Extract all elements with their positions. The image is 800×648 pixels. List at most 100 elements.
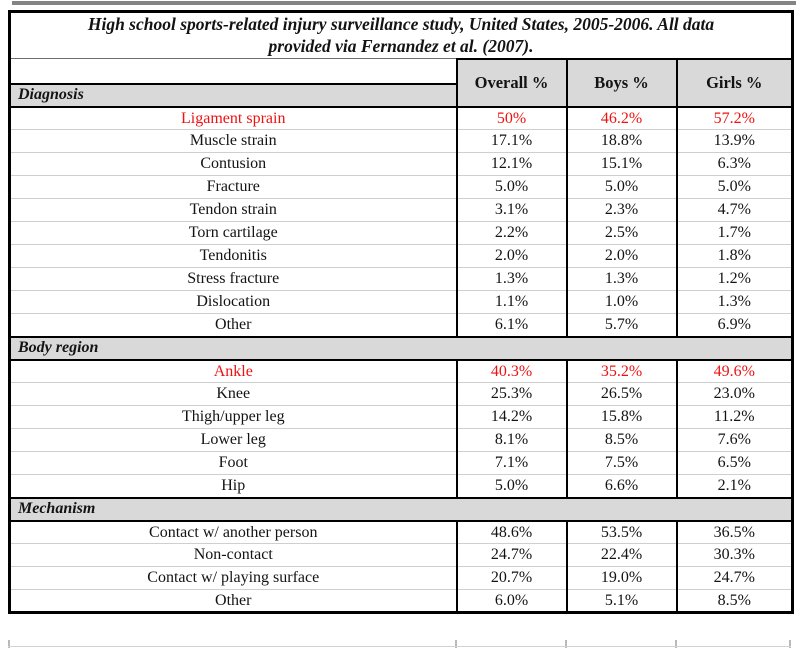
value-cell: 6.6% <box>565 474 677 498</box>
value-cell: 6.9% <box>675 313 793 337</box>
value-cell: 2.0% <box>565 244 677 268</box>
value-cell: 7.1% <box>455 451 567 475</box>
row-label: Stress fracture <box>9 267 457 291</box>
row-label: Non-contact <box>9 543 457 567</box>
table-title: High school sports-related injury survei… <box>9 11 793 60</box>
value-cell: 5.1% <box>565 589 677 613</box>
value-cell: 20.7% <box>455 566 567 590</box>
row-label: Fracture <box>9 175 457 199</box>
section-label-body-region: Body region <box>9 335 793 361</box>
table-row-fracture: Fracture 5.0% 5.0% 5.0% <box>9 175 793 199</box>
cropped-gridline-stub <box>8 646 791 647</box>
table-title-row: High school sports-related injury survei… <box>9 11 793 60</box>
row-label: Muscle strain <box>9 129 457 153</box>
value-cell: 6.5% <box>675 451 793 475</box>
table-title-line-2: provided via Fernandez et al. (2007). <box>268 36 534 57</box>
value-cell: 5.0% <box>455 175 567 199</box>
value-cell: 1.3% <box>565 267 677 291</box>
column-header-overall: Overall % <box>455 57 568 108</box>
value-cell: 1.3% <box>675 290 793 314</box>
value-cell: 1.0% <box>565 290 677 314</box>
cropped-gridline-stub <box>675 640 677 648</box>
table-row-contusion: Contusion 12.1% 15.1% 6.3% <box>9 152 793 176</box>
row-label: Thigh/upper leg <box>9 405 457 429</box>
table-row-knee: Knee 25.3% 26.5% 23.0% <box>9 382 793 406</box>
value-cell: 48.6% <box>455 520 567 544</box>
value-cell: 19.0% <box>565 566 677 590</box>
value-cell: 17.1% <box>455 129 567 153</box>
value-cell: 15.8% <box>565 405 677 429</box>
value-cell: 50% <box>455 106 567 130</box>
section-band-row: Diagnosis <box>9 82 793 108</box>
row-label: Torn cartilage <box>9 221 457 245</box>
value-cell: 2.2% <box>455 221 567 245</box>
value-cell: 7.5% <box>565 451 677 475</box>
value-cell: 2.3% <box>565 198 677 222</box>
value-cell: 18.8% <box>565 129 677 153</box>
value-cell: 46.2% <box>565 106 677 130</box>
row-label: Contact w/ another person <box>9 520 457 544</box>
column-header-girls: Girls % <box>675 57 794 108</box>
row-label: Tendon strain <box>9 198 457 222</box>
table-row-lower-leg: Lower leg 8.1% 8.5% 7.6% <box>9 428 793 452</box>
value-cell: 36.5% <box>675 520 793 544</box>
table-row-ankle: Ankle 40.3% 35.2% 49.6% <box>9 359 793 383</box>
section-band-row: Mechanism <box>9 496 793 522</box>
value-cell: 14.2% <box>455 405 567 429</box>
row-label: Contusion <box>9 152 457 176</box>
cropped-gridline-stub <box>789 640 791 648</box>
value-cell: 7.6% <box>675 428 793 452</box>
value-cell: 8.5% <box>675 589 793 613</box>
row-label: Contact w/ playing surface <box>9 566 457 590</box>
table-row-stress-fracture: Stress fracture 1.3% 1.3% 1.2% <box>9 267 793 291</box>
value-cell: 26.5% <box>565 382 677 406</box>
table-row-tendon-strain: Tendon strain 3.1% 2.3% 4.7% <box>9 198 793 222</box>
value-cell: 5.0% <box>675 175 793 199</box>
value-cell: 6.0% <box>455 589 567 613</box>
value-cell: 23.0% <box>675 382 793 406</box>
value-cell: 2.1% <box>675 474 793 498</box>
table-title-line-1: High school sports-related injury survei… <box>87 14 715 34</box>
value-cell: 2.5% <box>565 221 677 245</box>
table-row-dislocation: Dislocation 1.1% 1.0% 1.3% <box>9 290 793 314</box>
row-label: Foot <box>9 451 457 475</box>
table-row-thigh-upper-leg: Thigh/upper leg 14.2% 15.8% 11.2% <box>9 405 793 429</box>
row-label: Lower leg <box>9 428 457 452</box>
value-cell: 11.2% <box>675 405 793 429</box>
value-cell: 53.5% <box>565 520 677 544</box>
value-cell: 5.0% <box>565 175 677 199</box>
row-label: Other <box>9 589 457 613</box>
value-cell: 8.1% <box>455 428 567 452</box>
cropped-gridline-stub <box>455 640 457 648</box>
section-label-diagnosis: Diagnosis <box>9 82 457 108</box>
table-row-foot: Foot 7.1% 7.5% 6.5% <box>9 451 793 475</box>
value-cell: 8.5% <box>565 428 677 452</box>
section-band-row: Body region <box>9 335 793 361</box>
value-cell: 24.7% <box>675 566 793 590</box>
row-label: Hip <box>9 474 457 498</box>
value-cell: 13.9% <box>675 129 793 153</box>
value-cell: 6.3% <box>675 152 793 176</box>
value-cell: 49.6% <box>675 359 793 383</box>
value-cell: 35.2% <box>565 359 677 383</box>
column-header-boys: Boys % <box>565 57 678 108</box>
row-label: Tendonitis <box>9 244 457 268</box>
value-cell: 1.3% <box>455 267 567 291</box>
injury-table: High school sports-related injury survei… <box>8 10 794 615</box>
value-cell: 57.2% <box>675 106 793 130</box>
empty-corner-cell <box>9 58 457 84</box>
table-row-muscle-strain: Muscle strain 17.1% 18.8% 13.9% <box>9 129 793 153</box>
table-row-other: Other 6.0% 5.1% 8.5% <box>9 589 793 613</box>
table-row-contact-w-another-person: Contact w/ another person 48.6% 53.5% 36.5% <box>9 520 793 544</box>
value-cell: 5.0% <box>455 474 567 498</box>
row-label: Knee <box>9 382 457 406</box>
value-cell: 6.1% <box>455 313 567 337</box>
value-cell: 1.8% <box>675 244 793 268</box>
value-cell: 1.2% <box>675 267 793 291</box>
value-cell: 40.3% <box>455 359 567 383</box>
cropped-gridline-stub <box>565 640 567 648</box>
column-header-row: Overall % Boys % Girls % <box>9 57 794 108</box>
value-cell: 24.7% <box>455 543 567 567</box>
table-row-torn-cartilage: Torn cartilage 2.2% 2.5% 1.7% <box>9 221 793 245</box>
value-cell: 1.1% <box>455 290 567 314</box>
